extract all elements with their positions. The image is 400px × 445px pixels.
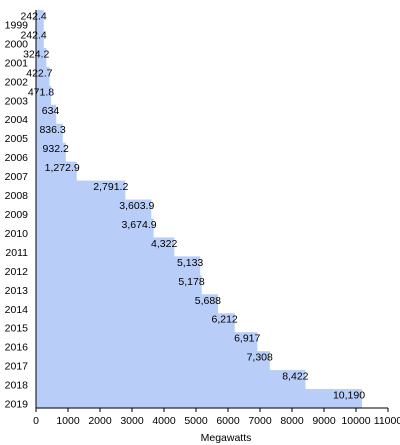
value-label-2005: 836.3 — [39, 124, 65, 136]
bar-2015 — [36, 313, 235, 333]
category-label-2001: 2001 — [5, 57, 29, 69]
bar-2002 — [36, 66, 50, 87]
bars-group — [36, 10, 363, 409]
x-tick-label-1000: 1000 — [56, 415, 80, 427]
bar-2010 — [36, 218, 154, 239]
value-label-2018: 8,422 — [282, 371, 308, 383]
category-label-2000: 2000 — [5, 38, 29, 50]
category-labels: 1999 2000 2001 2002 2003 2004 2005 2006 2007 2008… — [5, 19, 29, 410]
category-label-2012: 2012 — [5, 266, 29, 278]
x-tick-label-9000: 9000 — [312, 415, 336, 427]
x-tick-label-6000: 6000 — [216, 415, 240, 427]
value-label-2004: 634 — [42, 105, 60, 117]
category-label-2006: 2006 — [5, 152, 29, 164]
category-label-2005: 2005 — [5, 133, 29, 145]
value-label-2015: 6,212 — [212, 314, 238, 326]
category-label-2004: 2004 — [5, 114, 29, 126]
value-label-2014: 5,688 — [195, 295, 221, 307]
x-tick-label-7000: 7000 — [248, 415, 272, 427]
value-label-2016: 6,917 — [234, 333, 260, 345]
bar-2005 — [36, 123, 63, 144]
bar-1999 — [36, 10, 44, 30]
value-label-2013: 5,178 — [178, 276, 204, 288]
category-label-2003: 2003 — [5, 95, 29, 107]
value-label-2010: 3,674.9 — [122, 219, 157, 231]
value-label-2009: 3,603.9 — [119, 200, 154, 212]
x-axis-label: Megawatts — [201, 432, 252, 444]
category-label-2014: 2014 — [5, 304, 29, 316]
bar-2000 — [36, 28, 44, 49]
bar-2011 — [36, 237, 175, 257]
bar-2018 — [36, 370, 306, 390]
bar-2001 — [36, 47, 47, 68]
bar-2012 — [36, 256, 201, 276]
x-tick-label-5000: 5000 — [184, 415, 208, 427]
category-label-2017: 2017 — [5, 361, 29, 373]
x-tick-label-2000: 2000 — [88, 415, 112, 427]
x-tick-label-8000: 8000 — [280, 415, 304, 427]
bar-2009 — [36, 199, 152, 220]
bar-2019 — [36, 389, 363, 409]
value-label-2002: 422.7 — [26, 67, 52, 79]
bar-2006 — [36, 142, 66, 163]
category-label-2009: 2009 — [5, 209, 29, 221]
category-label-2002: 2002 — [5, 76, 29, 88]
category-label-2019: 2019 — [5, 399, 29, 411]
value-label-2012: 5,133 — [177, 257, 203, 269]
bar-2008 — [36, 180, 126, 201]
bar-2007 — [36, 161, 77, 182]
value-label-2008: 2,791.2 — [93, 181, 128, 193]
value-label-2011: 4,322 — [151, 238, 177, 250]
value-label-2000: 242.4 — [20, 29, 46, 41]
category-label-1999: 1999 — [5, 19, 29, 31]
value-label-2019: 10,190 — [333, 390, 365, 402]
value-label-1999: 242.4 — [20, 10, 46, 22]
value-labels: 242.4242.4324.2422.7471.8634836.3932.21,… — [20, 10, 365, 401]
category-label-2008: 2008 — [5, 190, 29, 202]
x-tick-label-11000: 11000 — [374, 415, 400, 427]
value-label-2003: 471.8 — [28, 86, 54, 98]
category-label-2013: 2013 — [5, 285, 29, 297]
bar-2016 — [36, 332, 258, 352]
category-label-2007: 2007 — [5, 171, 29, 183]
x-ticks: 0 1000 2000 3000 4000 5000 6000 7000 8000 9000 100… — [33, 408, 400, 427]
bar-2003 — [36, 85, 52, 106]
bar-2017 — [36, 351, 270, 371]
value-label-2007: 1,272.9 — [45, 162, 80, 174]
bar-2014 — [36, 294, 219, 314]
value-label-2006: 932.2 — [43, 143, 69, 155]
category-label-2010: 2010 — [5, 228, 29, 240]
x-tick-label-0: 0 — [33, 415, 39, 427]
x-tick-label-4000: 4000 — [152, 415, 176, 427]
value-label-2017: 7,308 — [247, 352, 273, 364]
category-label-2011: 2011 — [5, 247, 28, 259]
bar-2004 — [36, 104, 57, 125]
bar-2013 — [36, 275, 202, 295]
category-label-2018: 2018 — [5, 380, 29, 392]
category-label-2016: 2016 — [5, 342, 29, 354]
x-tick-label-3000: 3000 — [120, 415, 144, 427]
x-tick-label-10000: 10000 — [341, 415, 370, 427]
category-label-2015: 2015 — [5, 323, 29, 335]
